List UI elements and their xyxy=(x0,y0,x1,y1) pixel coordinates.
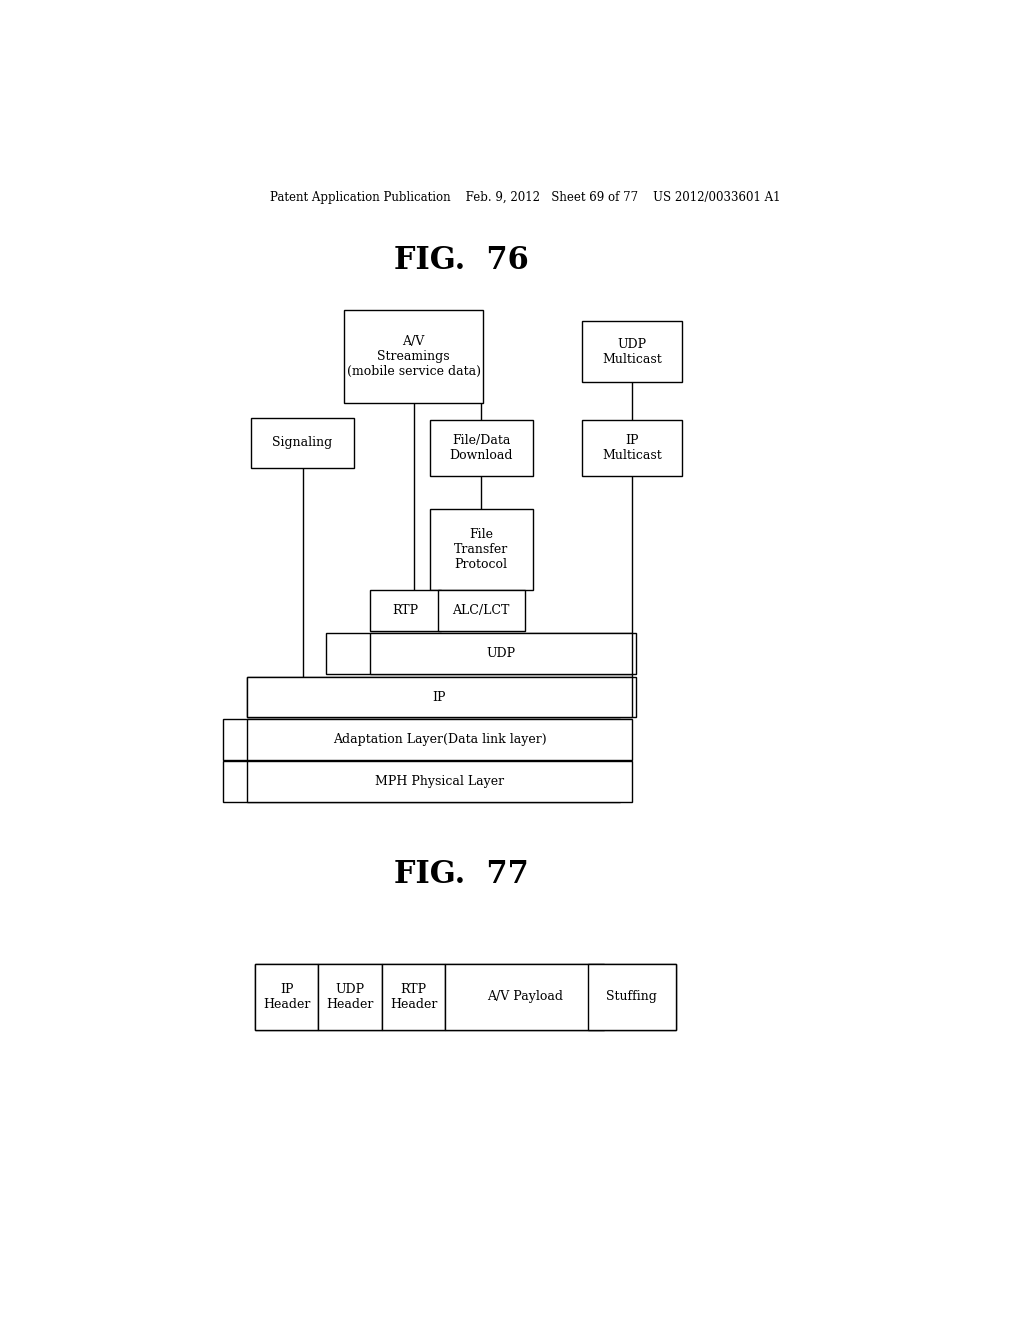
FancyBboxPatch shape xyxy=(255,964,676,1030)
Text: UDP: UDP xyxy=(467,647,496,660)
Text: Stuffing: Stuffing xyxy=(606,990,657,1003)
FancyBboxPatch shape xyxy=(247,677,327,718)
FancyBboxPatch shape xyxy=(583,321,682,381)
FancyBboxPatch shape xyxy=(327,634,636,673)
FancyBboxPatch shape xyxy=(247,677,632,718)
FancyBboxPatch shape xyxy=(430,420,532,477)
FancyBboxPatch shape xyxy=(588,964,676,1030)
FancyBboxPatch shape xyxy=(327,677,636,718)
Text: UDP: UDP xyxy=(486,647,515,660)
Text: MPH Physical Layer: MPH Physical Layer xyxy=(375,775,504,788)
Text: File
Transfer
Protocol: File Transfer Protocol xyxy=(454,528,508,572)
FancyBboxPatch shape xyxy=(382,964,445,1030)
Text: A/V Payload: A/V Payload xyxy=(486,990,563,1003)
Text: UDP
Multicast: UDP Multicast xyxy=(602,338,662,366)
Text: FIG.  76: FIG. 76 xyxy=(394,244,528,276)
Text: FIG.  77: FIG. 77 xyxy=(394,859,528,891)
Text: ALC/LCT: ALC/LCT xyxy=(453,605,510,618)
Text: RTP: RTP xyxy=(392,605,419,618)
Text: Patent Application Publication    Feb. 9, 2012   Sheet 69 of 77    US 2012/00336: Patent Application Publication Feb. 9, 2… xyxy=(269,190,780,203)
FancyBboxPatch shape xyxy=(437,590,524,631)
Text: IP
Multicast: IP Multicast xyxy=(602,434,662,462)
FancyBboxPatch shape xyxy=(370,634,632,673)
FancyBboxPatch shape xyxy=(445,964,604,1030)
Text: Adaptation Layer(Data link layer): Adaptation Layer(Data link layer) xyxy=(314,734,528,746)
Text: Adaptation Layer(Data link layer): Adaptation Layer(Data link layer) xyxy=(333,734,546,746)
FancyBboxPatch shape xyxy=(223,719,620,760)
FancyBboxPatch shape xyxy=(247,762,632,801)
Text: MPH Physical Layer: MPH Physical Layer xyxy=(357,775,486,788)
Text: Signaling: Signaling xyxy=(272,437,333,450)
FancyBboxPatch shape xyxy=(344,310,483,404)
FancyBboxPatch shape xyxy=(223,762,620,801)
FancyBboxPatch shape xyxy=(255,964,318,1030)
FancyBboxPatch shape xyxy=(583,420,682,477)
Text: File/Data
Download: File/Data Download xyxy=(450,434,513,462)
Text: UDP
Header: UDP Header xyxy=(327,983,374,1011)
FancyBboxPatch shape xyxy=(318,964,382,1030)
Text: RTP
Header: RTP Header xyxy=(390,983,437,1011)
FancyBboxPatch shape xyxy=(251,417,354,469)
Text: IP: IP xyxy=(474,690,487,704)
Text: IP
Header: IP Header xyxy=(263,983,310,1011)
FancyBboxPatch shape xyxy=(430,510,532,590)
FancyBboxPatch shape xyxy=(247,719,632,760)
Text: A/V
Streamings
(mobile service data): A/V Streamings (mobile service data) xyxy=(347,335,480,378)
Text: IP: IP xyxy=(433,690,446,704)
Text: PSI/PSIP: PSI/PSIP xyxy=(258,690,315,704)
FancyBboxPatch shape xyxy=(370,590,441,631)
